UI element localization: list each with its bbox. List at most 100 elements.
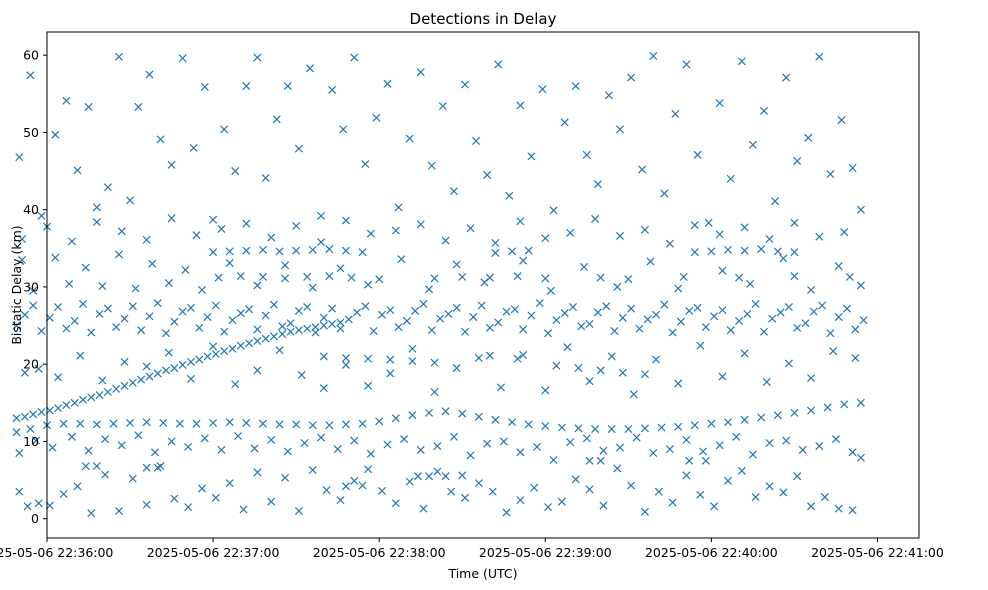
data-point [341, 216, 350, 225]
data-point [640, 507, 649, 516]
data-point [37, 211, 46, 220]
data-point [269, 332, 279, 341]
data-point [616, 231, 625, 240]
data-point [325, 272, 334, 281]
data-point [308, 283, 317, 292]
data-point [618, 313, 627, 322]
data-point [261, 334, 270, 343]
data-point [560, 118, 569, 127]
data-point [336, 496, 345, 505]
data-point [203, 352, 212, 361]
data-point [286, 327, 295, 336]
data-point [593, 308, 602, 317]
data-point [377, 486, 386, 495]
data-point [20, 368, 29, 377]
data-point [383, 79, 392, 88]
data-point [114, 250, 123, 259]
data-point [505, 191, 514, 200]
y-tick-label: 30 [23, 279, 39, 294]
data-point [430, 387, 439, 397]
data-point [411, 306, 420, 315]
data-point [73, 482, 82, 491]
data-point [848, 163, 857, 172]
data-point [142, 463, 151, 472]
data-point [391, 226, 400, 235]
data-point [253, 468, 262, 477]
data-point [654, 487, 663, 496]
data-point [829, 347, 838, 356]
data-point [253, 325, 262, 334]
data-point [29, 301, 38, 310]
data-point [336, 264, 345, 273]
data-point [303, 302, 312, 312]
data-point [62, 401, 71, 410]
data-point [308, 465, 317, 475]
data-point [690, 421, 699, 430]
data-point [596, 273, 605, 282]
data-point [682, 435, 691, 444]
data-point [632, 433, 641, 442]
data-point [599, 501, 608, 510]
data-point [225, 258, 234, 268]
data-point [59, 419, 68, 428]
data-point [305, 64, 315, 73]
data-point [449, 432, 458, 441]
data-point [156, 462, 165, 471]
data-point [613, 464, 622, 473]
data-point [300, 438, 309, 448]
data-point [577, 322, 586, 331]
data-point [460, 493, 470, 502]
data-point [438, 102, 447, 111]
data-point [591, 425, 600, 434]
data-point [485, 351, 494, 360]
data-point [405, 477, 414, 486]
data-point [294, 326, 303, 335]
data-point [48, 443, 57, 452]
data-point [826, 329, 835, 338]
data-point [807, 406, 816, 415]
data-point [627, 304, 636, 313]
data-point [649, 51, 658, 60]
data-point [217, 445, 226, 454]
data-point [294, 144, 303, 153]
data-point [674, 422, 683, 431]
data-point [502, 307, 511, 316]
data-point [114, 506, 123, 515]
data-point [646, 257, 655, 266]
data-point [424, 285, 434, 294]
data-point [762, 377, 771, 386]
data-point [341, 360, 350, 369]
data-point [424, 472, 434, 481]
data-point [162, 366, 171, 375]
data-point [142, 362, 151, 371]
data-point [779, 488, 788, 497]
data-point [181, 265, 190, 274]
data-point [228, 316, 237, 325]
data-point [610, 326, 619, 335]
data-point [81, 263, 90, 272]
data-point [582, 434, 591, 443]
data-point [134, 102, 143, 111]
data-point [532, 442, 542, 451]
data-point [70, 316, 79, 325]
data-point [488, 487, 497, 496]
data-point [34, 364, 43, 373]
data-point [375, 417, 384, 426]
data-point [325, 421, 334, 430]
data-point [427, 326, 436, 335]
y-tick-label: 10 [23, 434, 39, 449]
data-point [26, 71, 35, 80]
data-point [286, 319, 295, 328]
x-tick-label: 2025-05-06 22:36:00 [0, 545, 113, 560]
data-point [593, 180, 602, 189]
data-point [76, 419, 85, 428]
data-point [563, 343, 572, 352]
data-point [341, 482, 350, 491]
data-point [768, 314, 777, 323]
data-point [859, 316, 868, 325]
data-point [258, 419, 267, 428]
data-point [195, 355, 204, 364]
data-point [640, 370, 649, 379]
data-point [317, 211, 326, 220]
y-tick-label: 60 [23, 48, 39, 63]
